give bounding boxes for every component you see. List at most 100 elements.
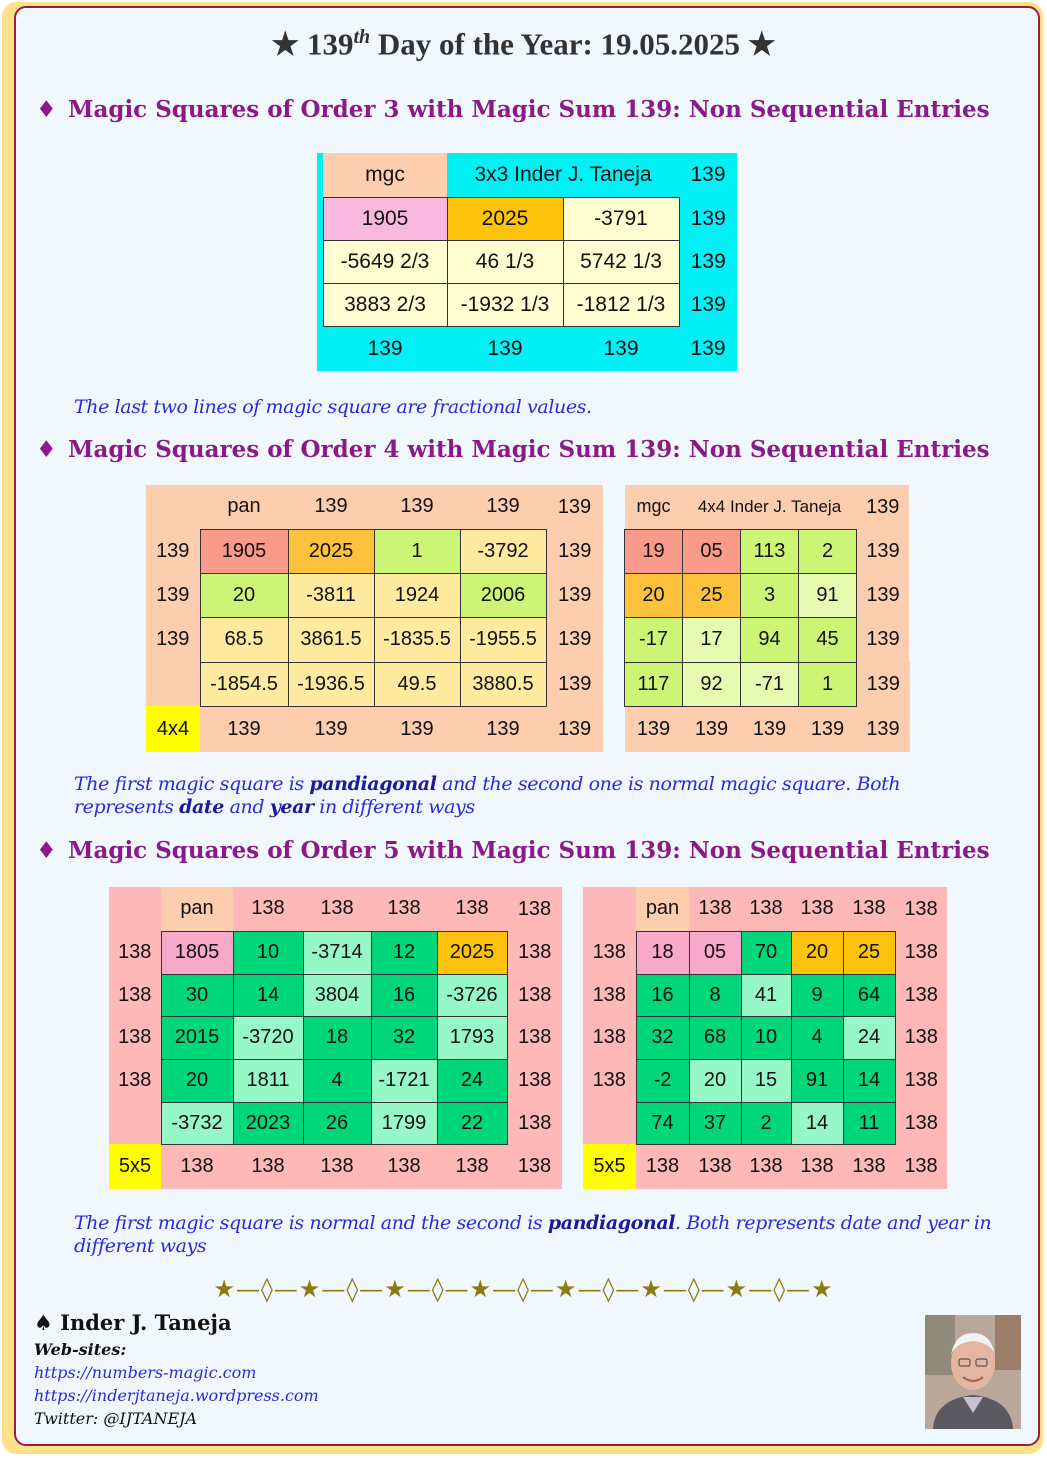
- corner-label: pan: [636, 887, 689, 931]
- column-sum: 138: [741, 1144, 791, 1189]
- star-diamond-divider: ★—◊—★—◊—★—◊—★—◊—★—◊—★—◊—★—◊—★: [213, 1275, 834, 1303]
- cell: 41: [740, 973, 792, 1017]
- cell: 11: [842, 1101, 896, 1145]
- cell: 9: [790, 973, 844, 1017]
- cell: -2: [635, 1058, 690, 1103]
- cell: 117: [624, 661, 683, 707]
- column-sum: 139: [200, 706, 288, 752]
- cell: 2015: [160, 1015, 234, 1060]
- column-sum: 139: [374, 706, 460, 752]
- column-sum: 139: [323, 326, 447, 371]
- broken-anti-diagonal-sum: 139: [146, 617, 200, 662]
- title-superscript: th: [353, 26, 371, 48]
- website-link-wordpress[interactable]: https://inderjtaneja.wordpress.com: [34, 1386, 319, 1405]
- broken-anti-diagonal-sum: 139: [146, 573, 200, 617]
- cell: 91: [798, 572, 857, 618]
- cell: 2: [740, 1101, 792, 1145]
- empty-cell: [146, 662, 200, 706]
- diagonal-sum: 138: [895, 1144, 947, 1189]
- cell: 05: [688, 930, 742, 975]
- cell: 2025: [436, 930, 508, 975]
- broken-diagonal-sum: 138: [303, 887, 371, 931]
- note-order-3: The last two lines of magic square are f…: [74, 396, 592, 418]
- column-sum: 139: [447, 326, 563, 371]
- cell: -17: [624, 616, 683, 663]
- column-sum: 139: [798, 706, 857, 752]
- broken-anti-diagonal-sum: 138: [583, 1059, 636, 1102]
- page-title: ★ 139th Day of the Year: 19.05.2025 ★: [0, 26, 1047, 62]
- cell: 45: [798, 616, 857, 663]
- row-sum: 139: [546, 529, 603, 573]
- row-sum: 139: [546, 617, 603, 662]
- magic-square-3x3: mgc 3x3 Inder J. Taneja 139 1905 2025 -3…: [317, 153, 738, 371]
- cell: 49.5: [373, 661, 461, 707]
- cell: 19: [624, 528, 683, 574]
- diamond-icon: ♦: [36, 436, 57, 463]
- cell: 1905: [322, 196, 448, 241]
- cell: 25: [682, 572, 741, 618]
- cell: 14: [790, 1101, 844, 1145]
- cell: 20: [199, 572, 289, 618]
- column-sum: 139: [460, 706, 546, 752]
- cell: 2: [798, 528, 857, 574]
- row-sum: 138: [895, 1059, 947, 1102]
- broken-anti-diagonal-sum: 138: [583, 974, 636, 1016]
- row-sum: 138: [507, 1016, 562, 1059]
- author-photo: [925, 1315, 1021, 1429]
- broken-diagonal-sum: 139: [460, 485, 546, 529]
- cell: 3: [740, 572, 799, 618]
- author-name-text: Inder J. Taneja: [60, 1310, 232, 1335]
- column-sum: 138: [791, 1144, 843, 1189]
- cell: 14: [842, 1058, 896, 1103]
- section-title-order-4: ♦ Magic Squares of Order 4 with Magic Sum…: [36, 436, 990, 463]
- cell: 24: [842, 1015, 896, 1060]
- cell: 5742 1/3: [562, 239, 680, 284]
- order-label: 5x5: [583, 1144, 636, 1189]
- diagonal-sum: 139: [679, 326, 738, 371]
- cell: 18: [635, 930, 690, 975]
- column-sum: 139: [624, 706, 683, 752]
- anti-diagonal-sum: 139: [856, 485, 910, 529]
- cell: -5649 2/3: [322, 239, 448, 284]
- cell: -3791: [562, 196, 680, 241]
- row-sum: 138: [895, 931, 947, 974]
- cell: 20: [688, 1058, 742, 1103]
- cell: 2006: [459, 572, 547, 618]
- broken-diagonal-sum: 138: [895, 887, 947, 931]
- cell: 8: [688, 973, 742, 1017]
- row-sum: 138: [895, 1102, 947, 1144]
- star-icon: ★: [271, 26, 300, 62]
- broken-anti-diagonal-sum: 138: [583, 931, 636, 974]
- website-link-numbers-magic[interactable]: https://numbers-magic.com: [34, 1363, 257, 1382]
- cell: 68: [688, 1015, 742, 1060]
- cell: -1721: [370, 1058, 438, 1103]
- anti-diagonal-sum: 139: [679, 153, 738, 197]
- websites-label: Web-sites:: [34, 1340, 127, 1359]
- cell: 1: [798, 661, 857, 707]
- note-text: The first magic square is normal and the…: [74, 1212, 548, 1234]
- diamond-icon: ♦: [36, 96, 57, 123]
- cell: 30: [160, 973, 234, 1017]
- note-emphasis: date: [179, 796, 224, 818]
- cell: 25: [842, 930, 896, 975]
- cell: 94: [740, 616, 799, 663]
- column-sum: 139: [682, 706, 741, 752]
- cell: 18: [302, 1015, 372, 1060]
- note-text: The first magic square is: [74, 773, 310, 795]
- broken-diagonal-sum: 139: [374, 485, 460, 529]
- order-label: 4x4: [146, 706, 200, 752]
- cell: 64: [842, 973, 896, 1017]
- cell: 1793: [436, 1015, 508, 1060]
- row-sum: 139: [856, 617, 910, 662]
- magic-square-5x5-normal: pan 138 138 138 138 138 138 1805 10 -371…: [109, 887, 562, 1189]
- empty-cell: [583, 1102, 636, 1144]
- row-sum: 139: [546, 573, 603, 617]
- row-sum: 138: [507, 1102, 562, 1144]
- row-sum: 139: [856, 662, 910, 706]
- cell: -3811: [287, 572, 375, 618]
- order-label: 5x5: [109, 1144, 161, 1189]
- cell: 05: [682, 528, 741, 574]
- cell: 32: [635, 1015, 690, 1060]
- broken-diagonal-sum: 138: [371, 887, 437, 931]
- cell: -1936.5: [287, 661, 375, 707]
